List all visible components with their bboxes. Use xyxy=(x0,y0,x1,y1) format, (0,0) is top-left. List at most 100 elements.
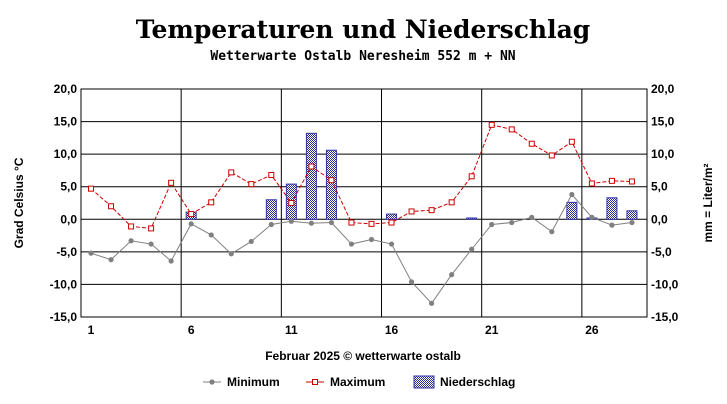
minimum-point xyxy=(449,272,455,278)
y-tick-label-left: -10,0 xyxy=(50,277,78,291)
y-tick-label-right: 20,0 xyxy=(651,82,675,96)
plot-frame xyxy=(80,88,648,318)
plot-area xyxy=(81,89,647,317)
minimum-point xyxy=(589,214,595,220)
maximum-point xyxy=(468,173,475,180)
x-tick-label: 16 xyxy=(385,323,399,337)
legend: Minimum Maximum Niederschlag xyxy=(203,375,515,389)
y-tick-label-right: 5,0 xyxy=(651,180,668,194)
minimum-point xyxy=(268,221,274,228)
maximum-point xyxy=(188,211,195,218)
maximum-point xyxy=(448,199,455,206)
maximum-point xyxy=(328,177,335,184)
maximum-point xyxy=(88,185,94,192)
maximum-point xyxy=(148,225,155,232)
maximum-point xyxy=(368,220,375,227)
minimum-point xyxy=(348,241,355,247)
chart-title: Temperaturen und Niederschlag xyxy=(136,15,591,44)
precipitation-bar xyxy=(265,199,277,220)
maximum-point xyxy=(208,199,215,206)
y-axis-left: 20,0 15,0 10,0 5,0 0,0 -5,0 -10,0 -15,0 xyxy=(50,82,78,324)
maximum-point xyxy=(108,203,115,210)
y-axis-right: 20,0 15,0 10,0 5,0 0,0 -5,0 -10,0 -15,0 xyxy=(651,82,679,324)
y-tick-label-left: 5,0 xyxy=(60,180,77,194)
minimum-point xyxy=(128,238,134,244)
x-tick-label: 26 xyxy=(585,323,599,337)
minimum-point xyxy=(148,241,154,247)
legend-label: Minimum xyxy=(227,375,280,389)
x-tick-label: 6 xyxy=(188,323,195,337)
y-tick-label-left: 10,0 xyxy=(54,147,78,161)
y-tick-label-left: 15,0 xyxy=(54,115,78,129)
x-tick-label: 1 xyxy=(88,323,95,337)
precipitation-bar xyxy=(466,217,478,220)
legend-label: Niederschlag xyxy=(440,375,515,389)
maximum-point xyxy=(488,121,495,128)
minimum-point xyxy=(489,221,495,228)
minimum-point xyxy=(509,219,515,226)
legend-swatch-bar xyxy=(413,375,435,389)
minimum-point xyxy=(328,219,335,226)
minimum-point xyxy=(609,222,615,228)
x-tick-label: 21 xyxy=(485,323,499,337)
precipitation-bar xyxy=(626,210,638,220)
minimum-point xyxy=(228,251,234,257)
maximum-point xyxy=(408,208,415,215)
maximum-point xyxy=(588,180,595,187)
y-axis-left-label: Grad Celsius °C xyxy=(12,157,26,248)
minimum-point xyxy=(248,238,254,245)
y-tick-label-right: -15,0 xyxy=(651,310,679,324)
y-tick-label-right: 15,0 xyxy=(651,115,675,129)
x-axis-label: Februar 2025 © wetterwarte ostalb xyxy=(265,349,461,363)
x-tick-label: 11 xyxy=(285,323,298,337)
minimum-point xyxy=(569,191,575,198)
minimum-point xyxy=(529,214,535,220)
minimum-point xyxy=(469,246,475,252)
precipitation-bar xyxy=(566,201,578,220)
maximum-point xyxy=(388,219,395,226)
minimum-point xyxy=(629,219,635,226)
maximum-point xyxy=(548,152,555,159)
precipitation-bar xyxy=(305,132,317,220)
maximum-point xyxy=(248,181,255,188)
minimum-point xyxy=(88,250,94,256)
y-tick-label-right: 10,0 xyxy=(651,147,675,161)
maximum-point xyxy=(268,171,275,178)
y-tick-label-right: -10,0 xyxy=(651,277,679,291)
y-tick-label-right: 0,0 xyxy=(651,212,668,226)
minimum-point xyxy=(168,258,174,264)
maximum-point xyxy=(568,138,575,145)
maximum-point xyxy=(608,177,615,184)
minimum-point xyxy=(368,236,375,243)
temperature-lines xyxy=(88,121,635,306)
legend-swatch-marker xyxy=(209,379,215,385)
y-tick-label-right: -5,0 xyxy=(651,245,672,259)
y-tick-label-left: 0,0 xyxy=(60,212,77,226)
minimum-point xyxy=(208,232,214,238)
legend-label: Maximum xyxy=(330,375,385,389)
chart-subtitle: Wetterwarte Ostalb Neresheim 552 m + NN xyxy=(210,49,515,64)
maximum-point xyxy=(168,179,175,186)
maximum-point xyxy=(288,200,295,206)
minimum-point xyxy=(288,218,294,224)
minimum-point xyxy=(308,220,314,226)
minimum-point xyxy=(429,300,435,306)
minimum-point xyxy=(408,279,415,285)
maximum-point xyxy=(228,169,235,176)
maximum-point xyxy=(428,207,435,214)
precipitation-bar xyxy=(606,197,618,220)
y-axis-right-label: mm = Liter/m² xyxy=(701,163,715,242)
legend-swatch-marker xyxy=(312,379,318,385)
minimum-point xyxy=(188,221,194,227)
maximum-point xyxy=(308,163,315,170)
maximum-point xyxy=(508,126,515,133)
maximum-point xyxy=(128,223,135,230)
y-tick-label-left: -5,0 xyxy=(56,245,77,259)
maximum-point xyxy=(348,219,355,226)
grid xyxy=(81,88,647,318)
precipitation-bar xyxy=(386,213,398,220)
minimum-point xyxy=(108,257,114,263)
maximum-point xyxy=(628,178,635,185)
x-axis: 1 6 11 16 21 26 xyxy=(88,323,599,337)
